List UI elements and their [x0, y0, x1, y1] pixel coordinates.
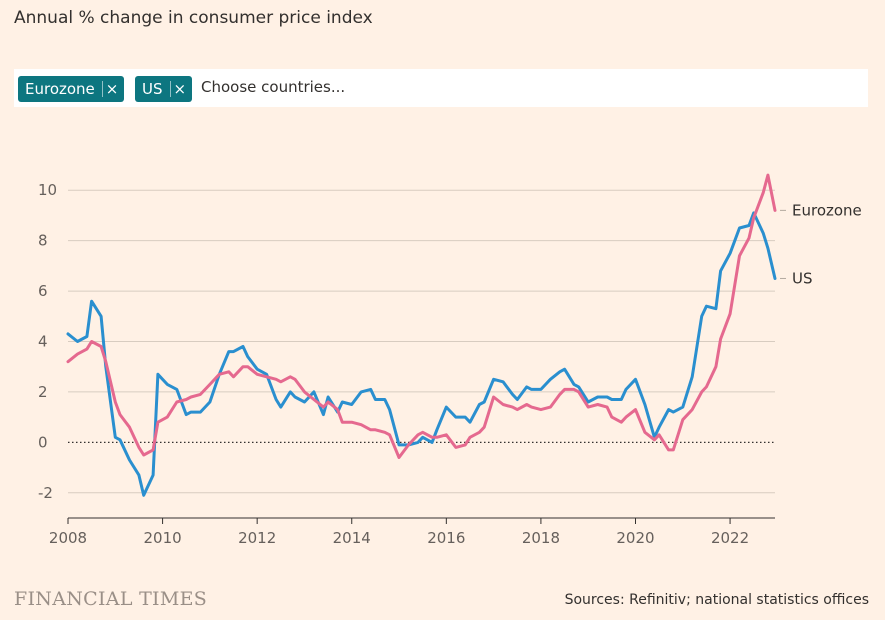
- x-tick-label: 2008: [49, 529, 87, 547]
- y-tick-label: 4: [38, 333, 48, 351]
- close-icon[interactable]: ×: [173, 79, 187, 98]
- x-tick-label: 2016: [427, 529, 465, 547]
- x-tick-label: 2020: [616, 529, 654, 547]
- y-tick-label: 0: [38, 433, 48, 451]
- chip-eurozone: Eurozone ×: [18, 76, 125, 102]
- end-label-eurozone: Eurozone: [792, 201, 862, 219]
- y-tick-label: 2: [38, 383, 48, 401]
- chart-title: Annual % change in consumer price index: [14, 8, 373, 28]
- x-tick-label: 2014: [333, 529, 371, 547]
- chip-us-label: US: [142, 80, 163, 98]
- x-tick-label: 2012: [238, 529, 276, 547]
- y-tick-label: 10: [38, 181, 57, 199]
- x-tick-label: 2018: [522, 529, 560, 547]
- chip-separator: [169, 81, 171, 97]
- y-tick-label: 8: [38, 232, 48, 250]
- x-tick-label: 2010: [143, 529, 181, 547]
- ft-logo: FINANCIAL TIMES: [14, 588, 208, 610]
- country-picker[interactable]: Eurozone × US × Choose countries...: [14, 69, 868, 107]
- source-note: Sources: Refinitiv; national statistics …: [564, 592, 869, 608]
- y-tick-label: -2: [38, 484, 53, 502]
- end-label-us: US: [792, 269, 813, 287]
- x-tick-label: 2022: [711, 529, 749, 547]
- chip-separator: [101, 81, 103, 97]
- chip-us: US ×: [135, 76, 193, 102]
- country-search-input[interactable]: Choose countries...: [201, 78, 346, 96]
- series-line-eurozone: [66, 173, 777, 459]
- y-tick-label: 6: [38, 282, 48, 300]
- chip-eurozone-label: Eurozone: [25, 80, 95, 98]
- series-line-us: [66, 211, 777, 497]
- close-icon[interactable]: ×: [105, 79, 119, 98]
